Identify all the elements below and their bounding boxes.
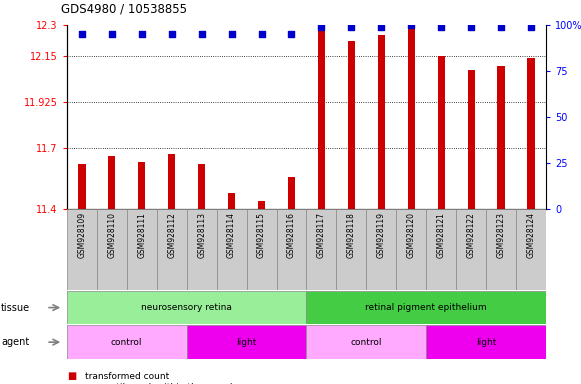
Bar [277, 209, 307, 290]
Bar [347, 41, 355, 209]
Bar [336, 209, 367, 290]
Text: GSM928116: GSM928116 [287, 212, 296, 258]
Point [526, 24, 536, 30]
Point [137, 31, 146, 37]
Bar [318, 27, 325, 209]
Text: GSM928117: GSM928117 [317, 212, 326, 258]
Bar [367, 209, 396, 290]
Point [376, 24, 386, 30]
Text: control: control [111, 338, 142, 347]
Text: GDS4980 / 10538855: GDS4980 / 10538855 [61, 2, 187, 15]
Bar [516, 209, 546, 290]
Text: ■: ■ [67, 383, 76, 384]
Bar [378, 35, 385, 209]
Text: GSM928124: GSM928124 [526, 212, 536, 258]
Bar [408, 27, 415, 209]
Bar [396, 209, 426, 290]
Point [227, 31, 236, 37]
Text: GSM928114: GSM928114 [227, 212, 236, 258]
Bar [246, 209, 277, 290]
Point [257, 31, 266, 37]
Bar [468, 70, 475, 209]
Bar [67, 325, 187, 359]
Bar [108, 156, 116, 209]
Bar [67, 209, 97, 290]
Text: GSM928118: GSM928118 [347, 212, 356, 258]
Point [437, 24, 446, 30]
Bar [97, 209, 127, 290]
Text: GSM928122: GSM928122 [467, 212, 476, 258]
Bar [187, 325, 307, 359]
Bar [437, 56, 445, 209]
Bar [426, 325, 546, 359]
Text: GSM928115: GSM928115 [257, 212, 266, 258]
Text: GSM928121: GSM928121 [437, 212, 446, 258]
Bar [528, 58, 535, 209]
Text: GSM928109: GSM928109 [77, 212, 87, 258]
Bar [217, 209, 246, 290]
Text: transformed count: transformed count [85, 372, 170, 381]
Text: GSM928120: GSM928120 [407, 212, 416, 258]
Bar [288, 177, 295, 209]
Bar [307, 291, 546, 324]
Bar [456, 209, 486, 290]
Bar [157, 209, 187, 290]
Bar [198, 164, 205, 209]
Text: GSM928113: GSM928113 [197, 212, 206, 258]
Point [317, 24, 326, 30]
Bar [426, 209, 456, 290]
Point [77, 31, 87, 37]
Bar [127, 209, 157, 290]
Text: retinal pigment epithelium: retinal pigment epithelium [365, 303, 487, 312]
Text: GSM928119: GSM928119 [377, 212, 386, 258]
Text: GSM928112: GSM928112 [167, 212, 176, 258]
Point [347, 24, 356, 30]
Point [197, 31, 206, 37]
Bar [138, 162, 145, 209]
Bar [258, 201, 266, 209]
Point [407, 22, 416, 28]
Bar [67, 291, 307, 324]
Text: percentile rank within the sample: percentile rank within the sample [85, 383, 239, 384]
Bar [307, 325, 426, 359]
Point [167, 31, 176, 37]
Bar [307, 209, 336, 290]
Bar [187, 209, 217, 290]
Bar [486, 209, 516, 290]
Text: light: light [476, 338, 496, 347]
Text: neurosensory retina: neurosensory retina [141, 303, 232, 312]
Bar [497, 66, 505, 209]
Text: light: light [236, 338, 257, 347]
Text: GSM928123: GSM928123 [497, 212, 505, 258]
Point [467, 24, 476, 30]
Point [107, 31, 116, 37]
Bar [78, 164, 85, 209]
Text: GSM928111: GSM928111 [137, 212, 146, 258]
Text: GSM928110: GSM928110 [107, 212, 116, 258]
Text: ■: ■ [67, 371, 76, 381]
Text: agent: agent [1, 337, 30, 347]
Point [287, 31, 296, 37]
Bar [228, 193, 235, 209]
Bar [168, 154, 175, 209]
Point [497, 24, 506, 30]
Text: tissue: tissue [1, 303, 30, 313]
Text: control: control [351, 338, 382, 347]
